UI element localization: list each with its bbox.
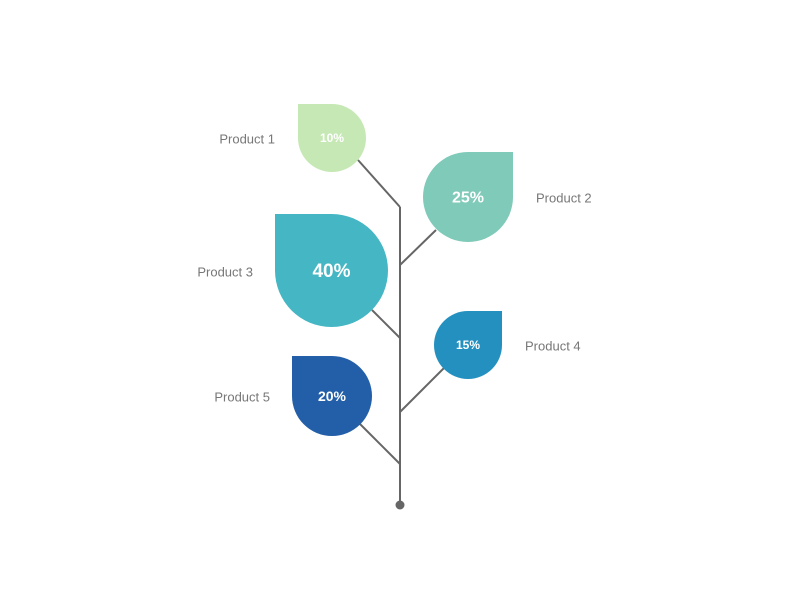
branch-line: [399, 229, 437, 266]
leaf-mark: [298, 104, 366, 172]
leaf-mark: [434, 311, 502, 379]
branch-line: [359, 423, 401, 465]
leaf-mark: [423, 152, 513, 242]
branch-line: [399, 367, 445, 413]
data-label: 25%: [452, 190, 484, 207]
category-label: Product 5: [214, 390, 270, 405]
branch-line: [371, 309, 401, 339]
leaf-mark: [275, 214, 388, 327]
data-label: 40%: [312, 261, 350, 282]
data-label: 15%: [456, 338, 480, 352]
category-label: Product 3: [197, 265, 253, 280]
leaf-mark: [292, 356, 372, 436]
category-label: Product 1: [219, 132, 275, 147]
data-label: 10%: [320, 131, 344, 145]
branch-line: [357, 159, 401, 208]
data-label: 20%: [318, 388, 347, 404]
category-label: Product 2: [536, 191, 592, 206]
stem-base-dot: [395, 500, 405, 510]
category-label: Product 4: [525, 339, 581, 354]
